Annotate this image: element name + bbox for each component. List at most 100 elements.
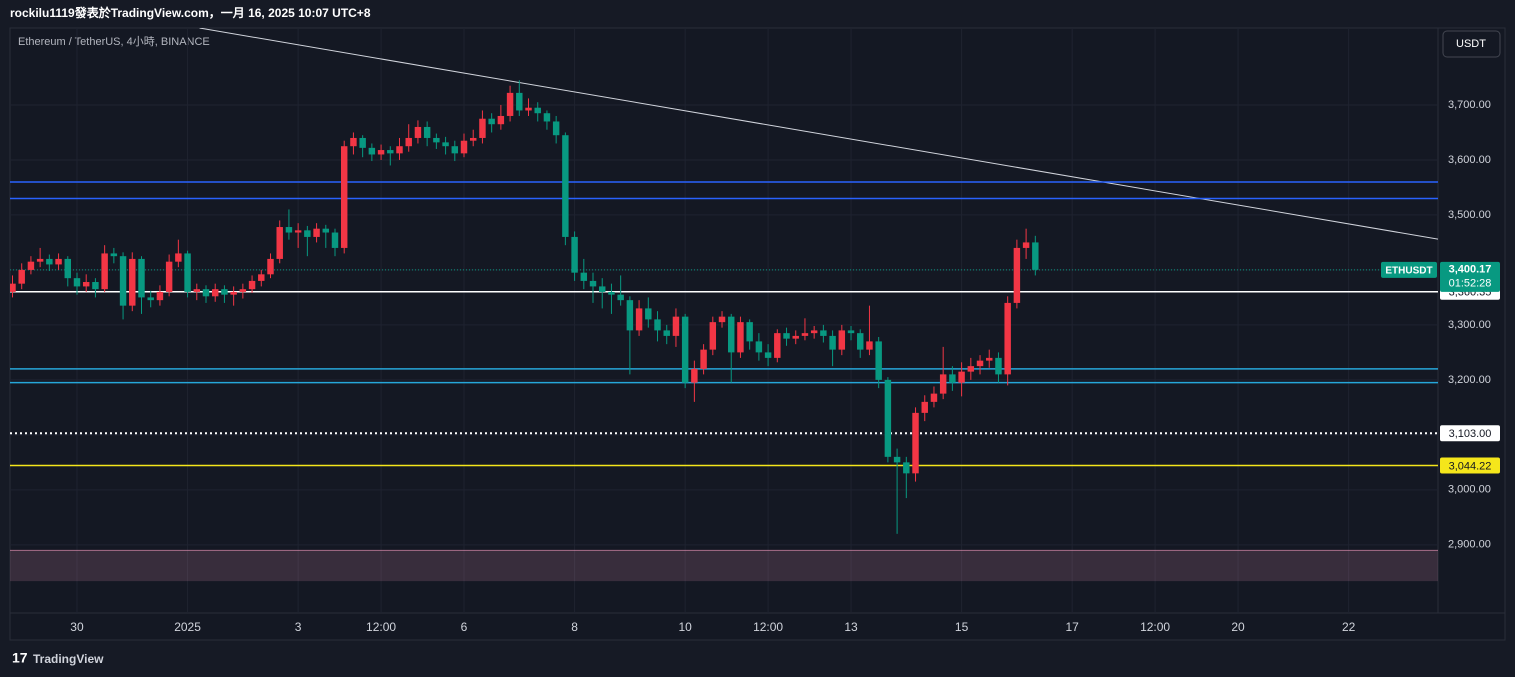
candle-body (1022, 242, 1030, 248)
candle-body (368, 147, 376, 155)
x-tick-label: 30 (70, 620, 84, 634)
candle-body (552, 121, 560, 136)
candle-body (82, 282, 90, 287)
candle-body (304, 230, 311, 237)
candle-body (1032, 242, 1039, 270)
candle-body (700, 349, 707, 369)
logo-mark: 17 (12, 650, 28, 666)
candle-body (912, 412, 919, 474)
ticker-label: ETHUSDT (1385, 265, 1432, 276)
x-tick-label: 15 (955, 620, 969, 634)
candle-body (792, 335, 799, 339)
candle-body (239, 289, 247, 292)
x-tick-label: 12:00 (1140, 620, 1170, 634)
countdown-label: 01:52:28 (1449, 278, 1492, 290)
candle-body (267, 258, 274, 275)
x-tick-label: 12:00 (366, 620, 396, 634)
candle-body (681, 316, 689, 383)
candle-body (525, 107, 532, 111)
y-tick-label: 3,600.00 (1448, 154, 1491, 166)
symbol: Ethereum / TetherUS, 4小時, BINANCE (18, 35, 210, 48)
candle-body (460, 140, 468, 154)
candle-body (1004, 302, 1011, 375)
candle-body (884, 379, 892, 457)
candle-body (110, 253, 118, 257)
candle-body (119, 256, 127, 306)
candle-body (488, 118, 495, 125)
candle-body (626, 300, 634, 331)
y-tick-label: 2,900.00 (1448, 539, 1491, 551)
candle-body (746, 322, 753, 342)
candle-body (534, 107, 541, 114)
last-price-box (1440, 261, 1500, 292)
candle-body (92, 282, 99, 290)
candle-body (976, 360, 984, 367)
candle-body (423, 126, 431, 138)
candle-body (156, 291, 164, 301)
candle-body (276, 227, 283, 259)
x-tick-label: 12:00 (753, 620, 783, 634)
candle-body (949, 374, 956, 383)
candle-body (783, 333, 790, 339)
candle-body (331, 232, 339, 248)
candle-body (138, 258, 145, 298)
candle-body (709, 322, 717, 350)
candle-body (497, 115, 505, 125)
candle-body (608, 291, 615, 295)
candle-body (414, 126, 422, 138)
candle-body (875, 341, 882, 380)
candle-body (377, 150, 385, 155)
candle-body (663, 330, 670, 336)
x-tick-label: 10 (678, 620, 692, 634)
candle-body (10, 283, 16, 292)
candle-body (691, 368, 698, 383)
unit-button-label[interactable]: USDT (1456, 38, 1486, 50)
candle-body (313, 228, 320, 237)
candle-body (258, 274, 265, 281)
candle-body (801, 333, 809, 336)
candle-body (599, 286, 606, 292)
candle-body (18, 269, 25, 284)
x-tick-label: 8 (571, 620, 578, 634)
candle-body (645, 308, 652, 320)
x-tick-label: 6 (461, 620, 468, 634)
candle-body (294, 230, 302, 233)
candle-body (451, 146, 459, 154)
x-tick-label: 17 (1065, 620, 1079, 634)
last-price-label: 3,400.17 (1449, 264, 1492, 276)
brand: TradingView (33, 652, 104, 666)
candle-body (654, 319, 661, 331)
candle-body (986, 357, 993, 361)
plot-layer (10, 28, 1438, 613)
candle-body (958, 371, 965, 383)
candle-body (810, 330, 818, 334)
candle-body (73, 278, 81, 287)
candle-body (847, 330, 855, 334)
level-label: 3,044.22 (1449, 460, 1492, 472)
candle-body (939, 374, 947, 394)
y-tick-label: 3,000.00 (1448, 484, 1491, 496)
candle-body (755, 341, 763, 353)
candle-body (764, 352, 772, 358)
candle-body (921, 401, 928, 413)
chart-frame (9, 27, 1506, 641)
x-tick-label: 20 (1231, 620, 1245, 634)
unit-button[interactable] (1442, 30, 1501, 58)
candle-body (995, 357, 1002, 375)
x-tick-label: 3 (295, 620, 302, 634)
candle-body (728, 316, 735, 353)
candle-body (211, 289, 219, 297)
candle-body (442, 142, 449, 147)
level-label-box (1440, 425, 1500, 442)
candle-body (516, 92, 523, 111)
candle-body (1013, 247, 1021, 303)
candle-body (184, 253, 191, 292)
x-tick-label: 2025 (174, 620, 201, 634)
candle-body (580, 272, 588, 281)
candle-body (479, 118, 486, 138)
candle-body (27, 261, 35, 270)
candle-body (64, 258, 72, 279)
candle-body (285, 227, 293, 233)
candle-body (617, 294, 624, 301)
candle-body (635, 308, 643, 331)
